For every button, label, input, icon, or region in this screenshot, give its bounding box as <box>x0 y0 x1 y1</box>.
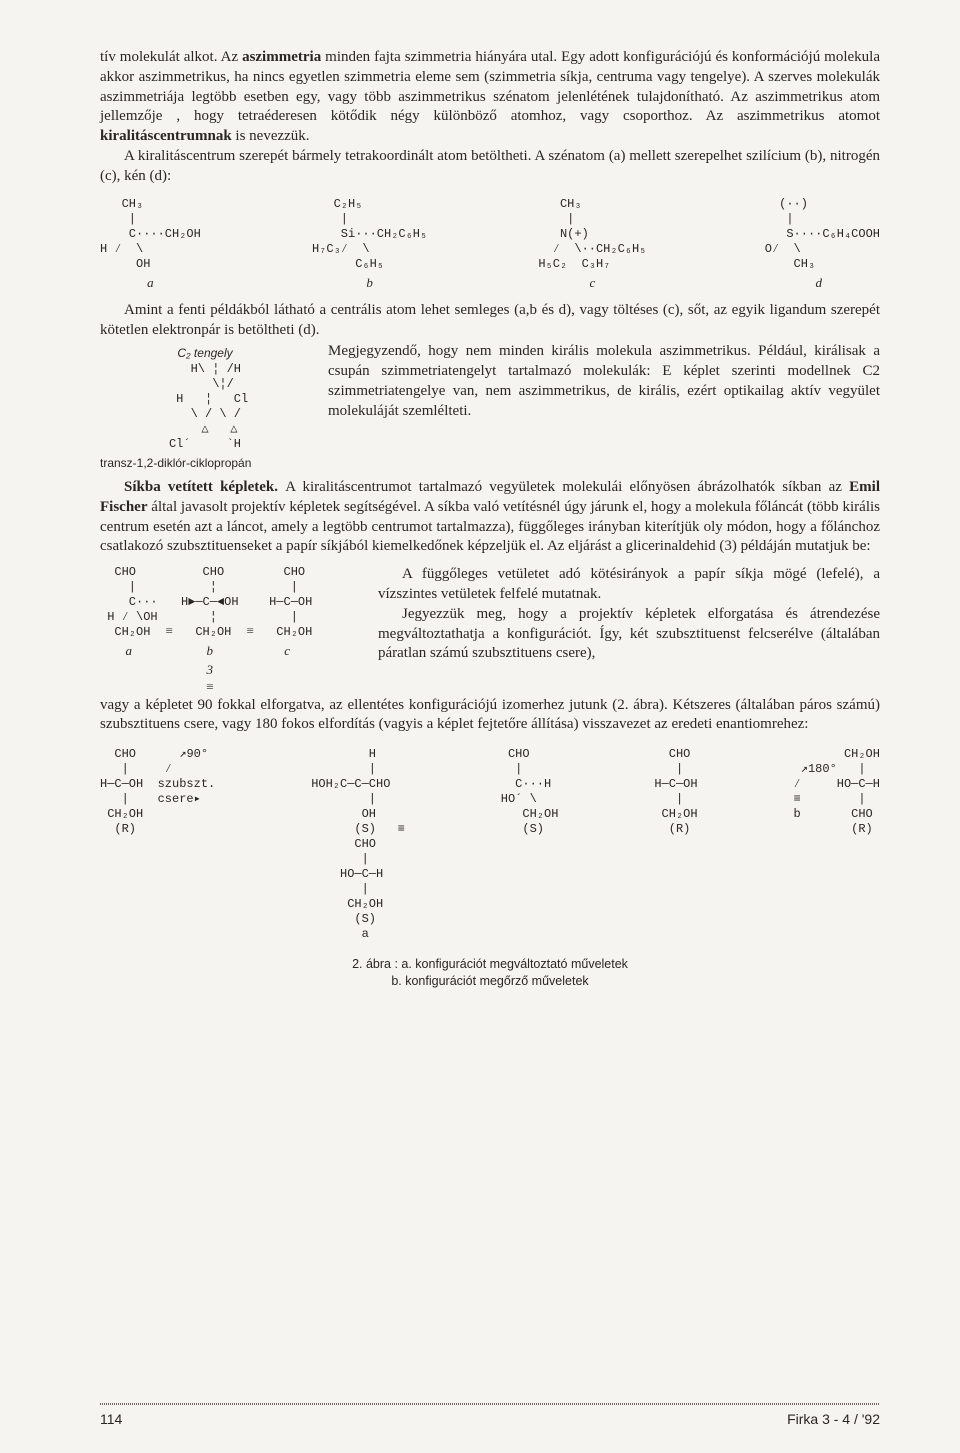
glyc-a-structure: CHO | C··· H ⁄ \OH CH₂OH <box>100 565 158 640</box>
p5-run2: által javasolt projektív képletek segíts… <box>100 499 880 555</box>
cyclopropane-section: C₂ tengely H\ ¦ /H \¦/ H ¦ Cl \ / \ / △ … <box>100 342 880 472</box>
paragraph-5: Síkba vetített képletek. A kiralitáscent… <box>100 478 880 557</box>
equals-2: ≡ <box>247 622 254 639</box>
fig2-block4: CHO | H─C─OH | CH₂OH (R) <box>654 747 697 837</box>
figure-2: CHO ↗90° | ⁄ H─C─OH szubszt. | csere▸ CH… <box>100 747 880 942</box>
chem-b-label: b <box>312 274 427 291</box>
glyc-b-label: b <box>181 642 239 659</box>
paragraph-3: Amint a fenti példákból látható a centrá… <box>100 301 880 341</box>
paragraph-4-wrap: Megjegyzendő, hogy nem minden királis mo… <box>328 342 880 421</box>
paragraph-7-cont: vagy a képletet 90 fokkal elforgatva, az… <box>100 696 880 736</box>
p5-run1: A kiralitáscentrumot tartalmazó vegyület… <box>285 479 849 495</box>
fig2-caption-line1: 2. ábra : a. konfigurációt megváltoztató… <box>100 956 880 973</box>
chem-a-structure: CH₃ | C····CH₂OH H ⁄ \ OH <box>100 197 201 272</box>
fig2-block5: CH₂OH ↗180° | ⁄ HO─C─H ≡ | b CHO (R) <box>794 747 880 837</box>
chem-c-structure: CH₃ | N(+) ⁄ \··CH₂C₆H₅ H₅C₂ C₃H₇ <box>538 197 646 272</box>
paragraph-6: A függőleges vetületet adó kötésirányok … <box>378 565 880 605</box>
glyc-c-structure: CHO | H─C─OH | CH₂OH <box>262 565 312 640</box>
glyc-a-label: a <box>100 642 158 659</box>
paragraph-6-7-wrap: A függőleges vetületet adó kötésirányok … <box>378 565 880 664</box>
chem-d-structure: (··) | S····C₆H₄COOH O⁄ \ CH₃ <box>758 197 880 272</box>
fig2-block2: H | HOH₂C─C─CHO | OH (S) ≡ CHO | HO─C─H … <box>311 747 405 942</box>
glyc-c: CHO | H─C─OH | CH₂OH c <box>262 565 312 659</box>
paragraph-7-partial: Jegyezzük meg, hogy a projektív képletek… <box>378 605 880 664</box>
fig2-caption-line2: b. konfigurációt megőrző műveletek <box>100 973 880 990</box>
cyclopropane-figure: C₂ tengely H\ ¦ /H \¦/ H ¦ Cl \ / \ / △ … <box>100 342 310 472</box>
figure-2-caption: 2. ábra : a. konfigurációt megváltoztató… <box>100 956 880 990</box>
glyceraldehyde-row: CHO | C··· H ⁄ \OH CH₂OH a ≡ CHO ¦ H►─C─… <box>100 565 360 695</box>
fig2-block3: CHO | C···H HO´ \ CH₂OH (S) <box>501 747 559 837</box>
p1-run1: tív molekulát alkot. Az <box>100 49 242 65</box>
glyc-3-label: 3 ≡ <box>181 661 239 695</box>
glyc-a: CHO | C··· H ⁄ \OH CH₂OH a <box>100 565 158 659</box>
journal-ref: Firka 3 - 4 / '92 <box>787 1411 880 1427</box>
p1-bold-kiralitas: kiralitáscentrumnak <box>100 128 232 144</box>
chem-c-label: c <box>538 274 646 291</box>
glyceraldehyde-section: CHO | C··· H ⁄ \OH CH₂OH a ≡ CHO ¦ H►─C─… <box>100 565 880 695</box>
glyceraldehyde-figure: CHO | C··· H ⁄ \OH CH₂OH a ≡ CHO ¦ H►─C─… <box>100 565 360 695</box>
equals-1: ≡ <box>166 622 173 639</box>
footer-row: 114 Firka 3 - 4 / '92 <box>100 1411 880 1427</box>
glyc-c-label: c <box>262 642 312 659</box>
chem-example-b: C₂H₅ | Si···CH₂C₆H₅ H₇C₃⁄ \ C₆H₅ b <box>312 197 427 291</box>
p1-bold-aszimmetria: aszimmetria <box>242 49 321 65</box>
paragraph-4: Megjegyzendő, hogy nem minden királis mo… <box>328 342 880 421</box>
chem-example-d: (··) | S····C₆H₄COOH O⁄ \ CH₃ d <box>758 197 880 291</box>
paragraph-1: tív molekulát alkot. Az aszimmetria mind… <box>100 48 880 147</box>
paragraph-2: A kiralitáscentrum szerepét bármely tetr… <box>100 147 880 187</box>
footer-rule <box>100 1403 880 1405</box>
page: tív molekulát alkot. Az aszimmetria mind… <box>0 0 960 1453</box>
body-text: tív molekulát alkot. Az aszimmetria mind… <box>100 48 880 990</box>
fig2-block1: CHO ↗90° | ⁄ H─C─OH szubszt. | csere▸ CH… <box>100 747 215 837</box>
figure-chiral-examples: CH₃ | C····CH₂OH H ⁄ \ OH a C₂H₅ | Si···… <box>100 197 880 291</box>
cyclopropane-axis-label: C₂ tengely <box>100 346 310 362</box>
page-footer: 114 Firka 3 - 4 / '92 <box>100 1403 880 1427</box>
page-number: 114 <box>100 1411 122 1427</box>
chem-b-structure: C₂H₅ | Si···CH₂C₆H₅ H₇C₃⁄ \ C₆H₅ <box>312 197 427 272</box>
chem-a-label: a <box>100 274 201 291</box>
p1-run3: is nevezzük. <box>232 128 310 144</box>
cyclopropane-name: transz-1,2-diklór-ciklopropán <box>100 456 310 472</box>
chem-example-c: CH₃ | N(+) ⁄ \··CH₂C₆H₅ H₅C₂ C₃H₇ c <box>538 197 646 291</box>
p5-heading: Síkba vetített képletek. <box>124 479 285 495</box>
cyclopropane-structure: H\ ¦ /H \¦/ H ¦ Cl \ / \ / △ △ Cl´ `H <box>100 362 310 452</box>
glyc-b-structure: CHO ¦ H►─C─◄OH ¦ CH₂OH <box>181 565 239 640</box>
glyc-b: CHO ¦ H►─C─◄OH ¦ CH₂OH b 3 ≡ <box>181 565 239 695</box>
chem-example-a: CH₃ | C····CH₂OH H ⁄ \ OH a <box>100 197 201 291</box>
chem-d-label: d <box>758 274 880 291</box>
